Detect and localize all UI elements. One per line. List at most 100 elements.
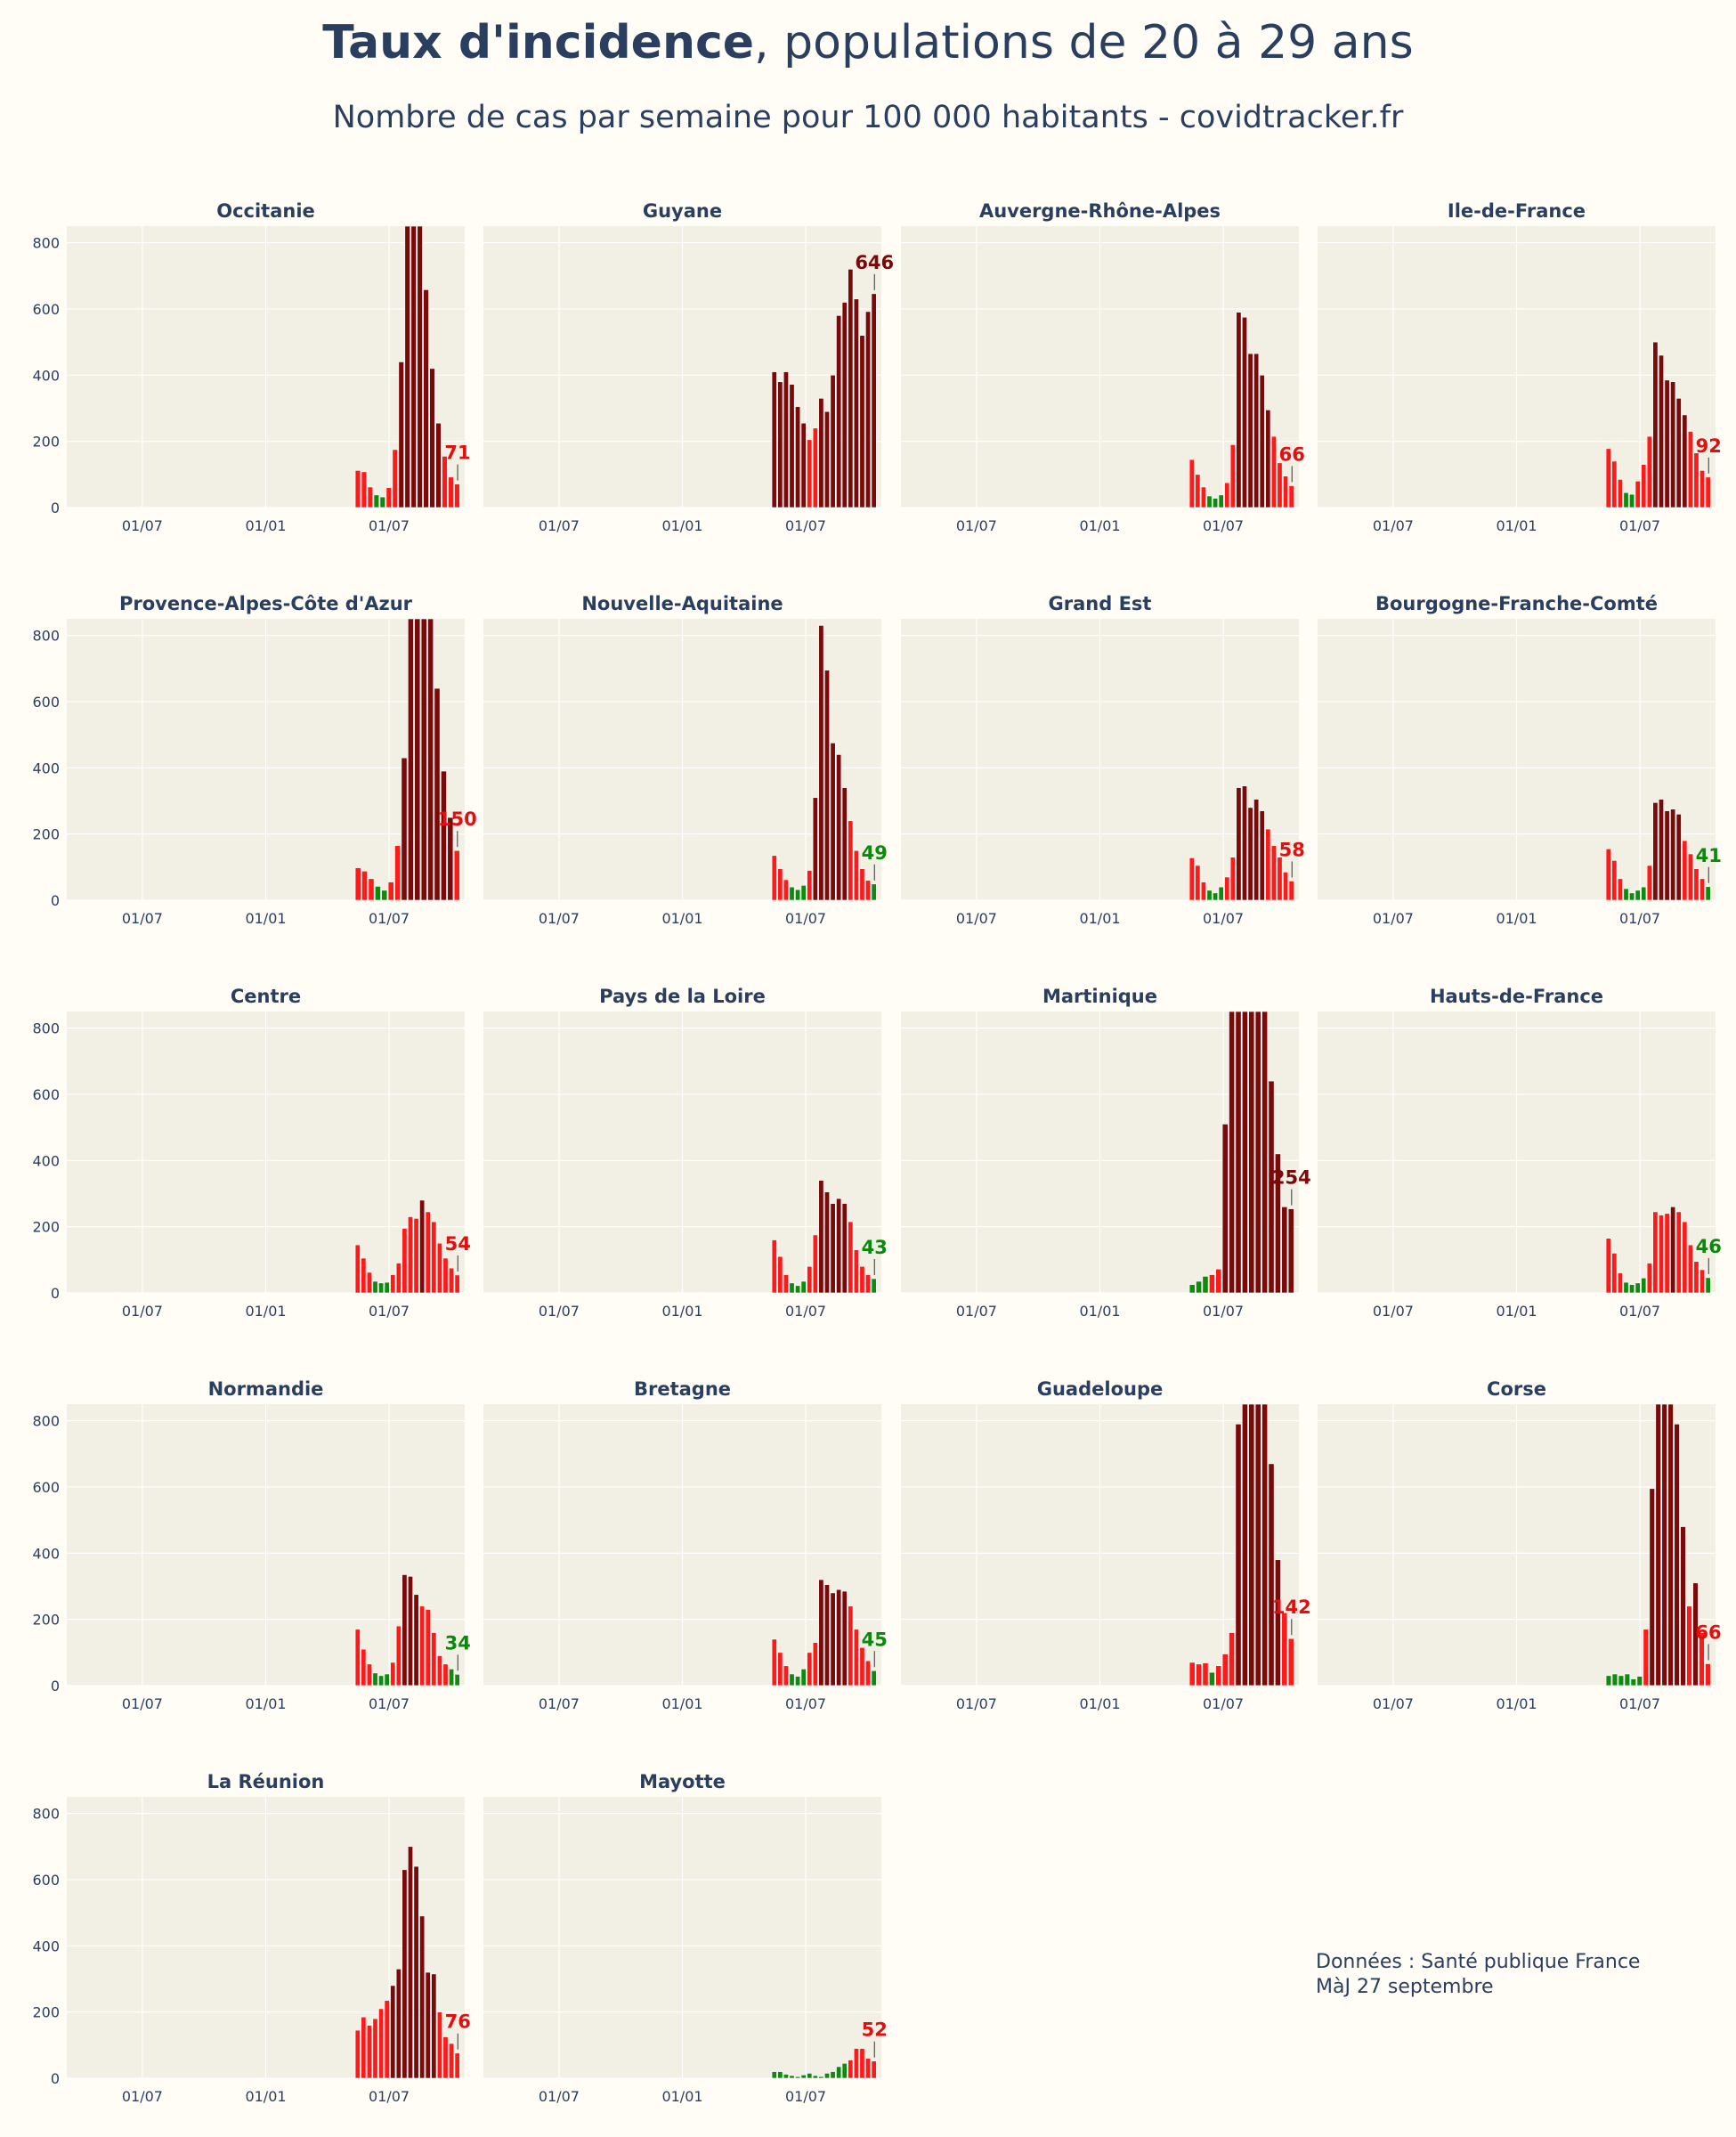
bar <box>454 1274 460 1293</box>
bar <box>859 335 865 508</box>
panel-title: Martinique <box>1042 986 1157 1007</box>
bar <box>859 1646 865 1686</box>
bar <box>449 2043 455 2078</box>
bar <box>431 1973 437 2078</box>
bar <box>1664 810 1670 900</box>
bar <box>1196 1280 1202 1293</box>
bar <box>1652 341 1659 508</box>
bar <box>410 226 417 508</box>
bar <box>1699 1632 1705 1686</box>
bar <box>419 1605 426 1686</box>
last-value-label: 46 <box>1696 1236 1722 1257</box>
panel-title: Nouvelle-Aquitaine <box>581 593 783 614</box>
bar <box>1687 1244 1693 1293</box>
bar <box>420 619 427 900</box>
x-tick-label: 01/07 <box>1203 517 1244 534</box>
x-tick-label: 01/07 <box>785 1695 826 1712</box>
panel-title: Auvergne-Rhône-Alpes <box>979 200 1221 222</box>
bar <box>1287 1637 1294 1686</box>
bar <box>818 625 824 900</box>
bar <box>836 1198 842 1293</box>
bar <box>436 1242 442 1293</box>
bar <box>368 878 375 900</box>
bar <box>1649 1488 1655 1686</box>
bar <box>1641 886 1647 900</box>
bar <box>853 298 859 508</box>
bar <box>1670 381 1676 508</box>
bar <box>354 1244 361 1293</box>
x-tick-label: 01/07 <box>956 517 997 534</box>
x-tick-label: 01/07 <box>785 517 826 534</box>
last-value-label: 66 <box>1279 443 1305 465</box>
bar <box>361 471 368 508</box>
bar <box>454 1674 460 1686</box>
bar <box>1699 1269 1706 1293</box>
bar <box>1674 1424 1680 1686</box>
y-tick-label: 400 <box>32 1152 60 1169</box>
bar <box>1248 1012 1255 1293</box>
bar <box>361 2016 367 2078</box>
bar <box>1705 476 1711 508</box>
bar <box>871 293 877 508</box>
bar <box>395 1263 402 1293</box>
bar <box>1221 1654 1229 1686</box>
bar <box>848 1221 854 1293</box>
last-value-label: 254 <box>1272 1167 1311 1189</box>
bar <box>1259 374 1265 508</box>
bar <box>824 670 830 900</box>
bar <box>1218 886 1224 900</box>
bar <box>1652 1211 1659 1293</box>
x-tick-label: 01/01 <box>1496 517 1537 534</box>
x-tick-label: 01/01 <box>245 2088 286 2105</box>
bar <box>1253 353 1260 508</box>
bar <box>379 496 386 508</box>
bar <box>1275 1559 1281 1686</box>
x-tick-label: 01/07 <box>1619 910 1660 927</box>
bar <box>1248 1404 1255 1686</box>
bar <box>783 1274 789 1293</box>
bar <box>1629 493 1635 508</box>
bar <box>807 1265 813 1293</box>
bar <box>1646 865 1652 900</box>
bar <box>419 1199 426 1293</box>
bar <box>1215 1268 1222 1293</box>
bar <box>830 374 836 508</box>
last-value-label: 58 <box>1279 839 1305 860</box>
bar <box>1617 878 1623 900</box>
bar <box>1196 1663 1202 1686</box>
y-tick-label: 0 <box>51 1678 60 1694</box>
bar <box>367 486 374 508</box>
bar <box>1213 892 1219 900</box>
bar <box>1188 1284 1196 1293</box>
panel-title: Bourgogne-Franche-Comté <box>1375 593 1658 614</box>
bar <box>795 406 801 508</box>
bar <box>1288 881 1294 900</box>
bar <box>818 1180 824 1293</box>
last-value-label: 142 <box>1272 1597 1311 1618</box>
bars <box>1188 312 1294 508</box>
bar <box>385 487 392 508</box>
bar <box>1270 435 1277 508</box>
bar <box>1652 802 1659 900</box>
bar <box>1218 494 1224 508</box>
x-tick-label: 01/07 <box>539 1303 580 1320</box>
bar <box>354 1629 361 1686</box>
bar <box>378 2008 385 2078</box>
bar <box>1675 1211 1682 1293</box>
bar <box>354 867 361 900</box>
bar <box>1623 492 1629 508</box>
bar <box>408 1216 413 1293</box>
y-tick-label: 800 <box>32 1020 60 1037</box>
bar <box>1221 1124 1229 1293</box>
bar <box>771 1638 777 1686</box>
bar <box>818 2076 824 2078</box>
bar <box>812 427 818 508</box>
bar <box>871 1278 877 1293</box>
bar <box>361 870 368 900</box>
x-tick-label: 01/07 <box>369 910 410 927</box>
bar <box>408 1576 413 1686</box>
bar <box>1247 353 1253 508</box>
bar <box>807 870 813 900</box>
y-tick-label: 400 <box>32 1545 60 1562</box>
bar <box>1242 316 1247 508</box>
